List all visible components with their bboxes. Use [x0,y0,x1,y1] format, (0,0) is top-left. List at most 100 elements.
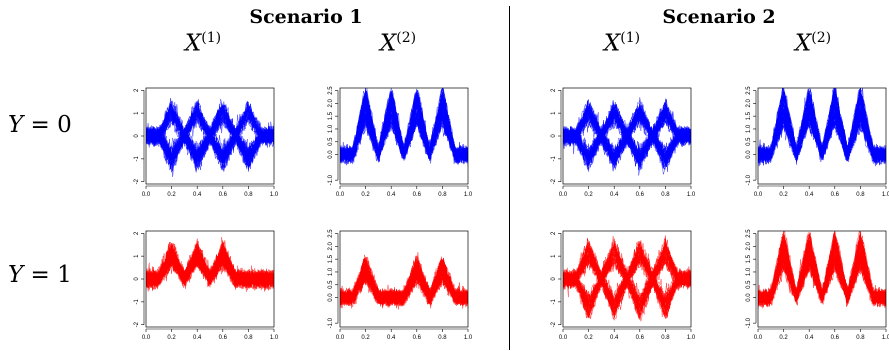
y-tick-label: 2.0 [328,242,334,251]
col-label-s2-x2: X(2) [794,30,832,57]
plot-frame [145,230,275,328]
curve [758,244,886,305]
row-label-y0: Y = 0 [8,112,72,138]
y-tick-label: -1 [551,156,557,162]
curves-group [340,88,468,167]
plot-frame [562,230,692,328]
x-tick-label: 0.6 [413,335,422,341]
y-tick-label: -2 [134,321,140,327]
col-label-s1-x2: X(2) [379,30,417,57]
y-tick-label: -2 [551,321,557,327]
y-tick-label: 2.5 [328,229,334,238]
x-tick-label: 0.2 [584,192,593,198]
y-tick-label: 1.0 [746,267,752,276]
y-tick-label: 0.0 [328,293,334,302]
y-tick-label: 0 [134,134,140,138]
scenario-divider [509,6,510,350]
x-tick-label: 0.4 [387,335,396,341]
curve [563,108,691,144]
curve [563,238,691,288]
panel-s2-y0-x2: 0.0 0.2 0.4 0.6 0.8 1.0 -1.0 0.0 0.5 1.0 1.5 2.0 2.5 [746,86,889,198]
x-tick-label: 0.8 [438,335,447,341]
curves-group [758,231,886,310]
x-tick-label: 0.0 [336,192,345,198]
y-tick-label: 2 [551,231,557,235]
curve [563,127,691,165]
x-tick-label: 0.8 [244,192,253,198]
x-tick-label: 1.0 [882,335,889,341]
y-tick-label: -1 [134,299,140,305]
x-tick-label: 0.2 [167,192,176,198]
curve [146,128,274,169]
y-tick-label: -1.0 [328,317,334,328]
y-tick-label: 0 [551,277,557,281]
plot-frame [562,87,692,185]
x-tick-label: 0.6 [219,192,228,198]
curve [563,236,691,290]
x-tick-label: 0.2 [779,192,788,198]
x-tick-label: 0.8 [661,335,670,341]
x-tick-label: 0.0 [336,335,345,341]
y-tick-label: 0 [134,277,140,281]
x-tick-label: 0.8 [661,192,670,198]
curve [146,105,274,144]
x-tick-label: 0.0 [559,335,568,341]
x-tick-label: 1.0 [464,335,473,341]
x-tick-label: 0.4 [805,335,814,341]
panel-s2-y0-x1: 0.0 0.2 0.4 0.6 0.8 1.0 -2 -1 0 1 2 [551,87,696,198]
x-tick-label: 0.8 [438,192,447,198]
panel-s1-y1-x2: 0.0 0.2 0.4 0.6 0.8 1.0 -1.0 0.0 0.5 1.0 1.5 2.0 2.5 [328,229,473,341]
y-tick-label: 1.0 [328,267,334,276]
y-tick-label: -1 [134,156,140,162]
curves-group [146,237,274,292]
y-tick-label: -1.0 [746,174,752,185]
x-tick-label: 0.6 [219,335,228,341]
y-tick-label: -1.0 [746,317,752,328]
curve [563,271,691,317]
curve [340,275,468,306]
x-tick-label: 0.0 [754,335,763,341]
x-tick-label: 0.4 [193,192,202,198]
curves-group [146,98,274,177]
curve [758,99,886,161]
curve [563,111,691,143]
y-tick-label: 0.5 [328,280,334,289]
y-tick-label: 1 [134,254,140,258]
y-tick-label: 2.5 [328,86,334,95]
curve [340,256,468,306]
y-tick-label: 1.0 [328,124,334,133]
curve [563,272,691,313]
curve [758,88,886,160]
x-tick-label: 0.2 [361,192,370,198]
x-tick-label: 0.6 [831,335,840,341]
y-tick-label: 1.5 [746,111,752,120]
curve [563,238,691,286]
y-tick-label: 2.0 [746,242,752,251]
col-label-s2-x1: X(1) [603,30,641,57]
curve [146,100,274,143]
curve [340,100,468,164]
y-tick-label: 1.0 [746,124,752,133]
curve [146,253,274,288]
scenario-1-title: Scenario 1 [249,6,363,28]
plot-frame [757,230,887,328]
curve [146,254,274,290]
x-tick-label: 0.4 [610,335,619,341]
y-tick-label: 2 [551,88,557,92]
y-tick-label: 1 [134,111,140,115]
y-tick-label: 2.5 [746,229,752,238]
y-tick-label: -2 [551,178,557,184]
y-tick-label: -2 [134,178,140,184]
y-tick-label: 0 [551,134,557,138]
y-tick-label: 2.0 [746,99,752,108]
panel-s1-y1-x1: 0.0 0.2 0.4 0.6 0.8 1.0 -2 -1 0 1 2 [134,230,279,341]
curve [340,106,468,164]
curve [563,128,691,171]
curve [563,106,691,145]
y-tick-label: -1.0 [328,174,334,185]
x-tick-label: 0.4 [805,192,814,198]
curve [563,272,691,309]
curve [563,242,691,289]
x-tick-label: 1.0 [687,192,696,198]
y-tick-label: 1.5 [328,111,334,120]
